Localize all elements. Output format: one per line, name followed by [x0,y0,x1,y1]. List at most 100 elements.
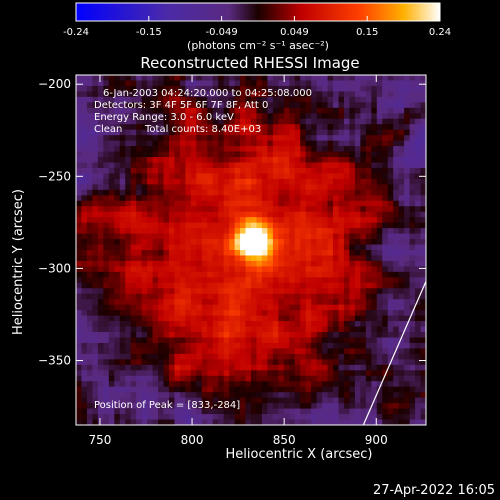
heatmap-cell [278,129,285,136]
heatmap-cell [343,277,351,284]
heatmap-cell [365,80,372,87]
heatmap-cell [196,250,203,257]
heatmap-cell [267,337,274,344]
heatmap-cell [294,178,301,185]
heatmap-cell [409,75,416,82]
heatmap-cell [415,408,422,415]
heatmap-cell [398,135,405,142]
heatmap-cell [305,403,312,410]
heatmap-cell [207,173,214,180]
heatmap-cell [349,408,356,415]
heatmap-cell [201,195,208,202]
heatmap-cell [283,348,290,355]
heatmap-cell [97,184,104,191]
heatmap-cell [119,282,126,289]
heatmap-cell [179,250,186,257]
heatmap-cell [294,321,301,328]
heatmap-cell [333,118,340,125]
heatmap-cell [201,124,208,131]
heatmap-cell [278,337,285,344]
heatmap-cell [420,102,426,109]
heatmap-cell [168,359,176,366]
peak-position-text: Position of Peak = [833,-284] [94,400,240,411]
heatmap-cell [327,299,334,306]
heatmap-cell [179,386,186,393]
heatmap-cell [76,244,83,251]
heatmap-cell [212,277,219,284]
heatmap-cell [289,80,296,87]
heatmap-cell [376,96,383,103]
heatmap-cell [81,414,88,421]
heatmap-cell [119,375,126,382]
heatmap-cell [136,364,143,371]
heatmap-cell [343,381,351,388]
heatmap-cell [398,85,405,93]
heatmap-cell [179,353,186,360]
heatmap-cell [300,381,307,388]
heatmap-cell [305,107,312,114]
heatmap-cell [316,414,323,421]
heatmap-cell [338,260,345,268]
heatmap-cell [174,184,181,191]
heatmap-cell [92,359,99,366]
heatmap-cell [272,419,279,425]
heatmap-cell [97,206,104,213]
heatmap-cell [201,239,208,246]
heatmap-cell [322,293,329,300]
heatmap-cell [393,310,400,317]
heatmap-cell [86,222,94,229]
heatmap-cell [376,233,383,240]
heatmap-cell [261,85,269,93]
heatmap-cell [256,255,263,262]
heatmap-cell [343,162,351,169]
heatmap-cell [415,342,422,350]
heatmap-cell [354,359,361,366]
heatmap-cell [81,228,88,235]
heatmap-cell [103,173,110,180]
heatmap-cell [114,414,121,421]
heatmap-cell [196,162,203,169]
heatmap-cell [365,419,372,425]
heatmap-cell [354,397,361,404]
heatmap-cell [283,102,290,109]
heatmap-cell [343,85,351,93]
heatmap-cell [92,162,99,169]
heatmap-cell [147,135,154,142]
heatmap-cell [349,217,356,224]
heatmap-cell [333,244,340,251]
heatmap-cell [256,392,263,399]
heatmap-cell [114,96,121,103]
heatmap-cell [333,397,340,404]
heatmap-cell [360,135,367,142]
heatmap-cell [272,321,279,328]
heatmap-cell [333,299,340,306]
heatmap-cell [283,85,290,93]
heatmap-cell [272,403,279,410]
heatmap-cell [190,162,197,169]
heatmap-cell [322,277,329,284]
heatmap-cell [420,217,426,224]
heatmap-cell [103,381,110,388]
heatmap-cell [130,397,137,404]
heatmap-cell [251,217,258,224]
heatmap-cell [333,206,340,213]
heatmap-cell [136,146,143,153]
heatmap-cell [371,408,378,415]
heatmap-cell [201,397,208,404]
heatmap-cell [212,102,219,109]
heatmap-cell [103,233,110,240]
heatmap-cell [174,293,181,300]
heatmap-cell [136,304,143,311]
heatmap-cell [289,332,296,339]
heatmap-cell [108,80,115,87]
heatmap-cell [174,266,181,273]
heatmap-cell [376,211,383,218]
heatmap-cell [147,233,154,240]
heatmap-cell [86,288,94,295]
heatmap-cell [322,211,329,218]
heatmap-cell [376,359,383,366]
heatmap-cell [223,381,230,388]
heatmap-cell [393,342,400,350]
heatmap-cell [393,326,400,333]
heatmap-cell [267,200,274,207]
